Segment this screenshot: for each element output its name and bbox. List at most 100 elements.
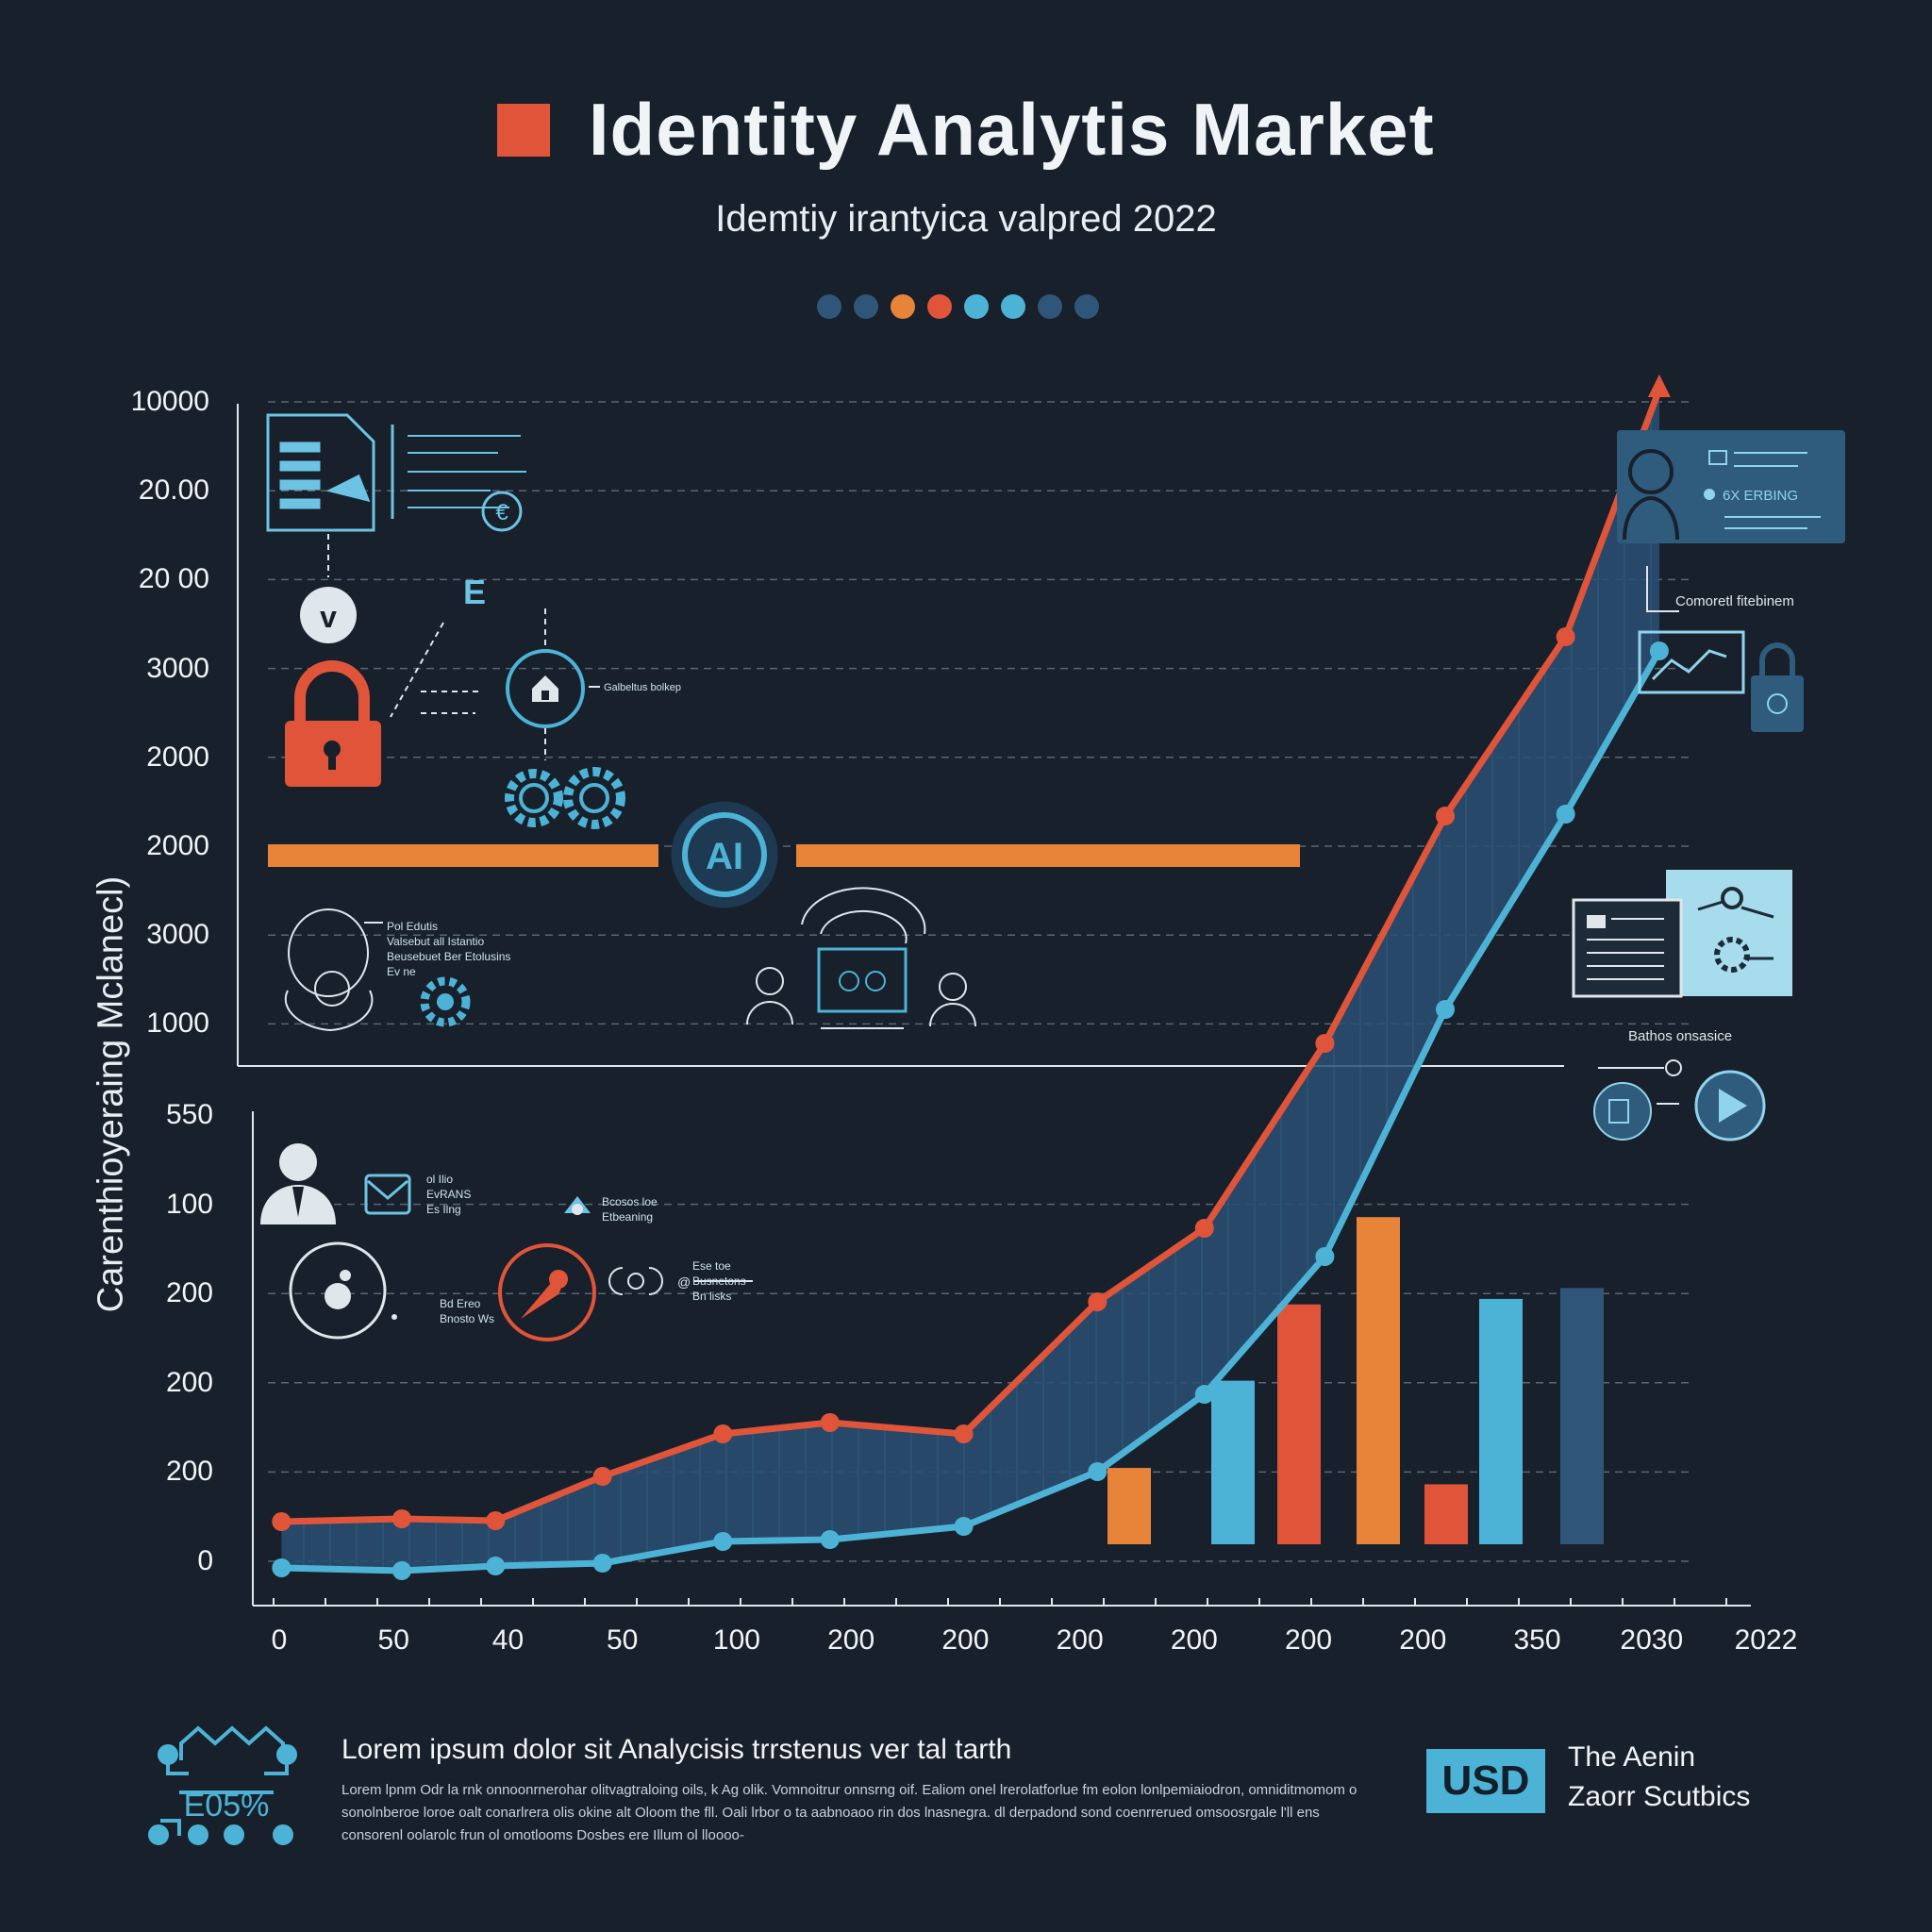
x-tick-label: 350 — [1513, 1624, 1561, 1656]
x-tick-label: 200 — [1056, 1624, 1104, 1656]
footer-body: Lorem lpnm Odr la rnk onnoonrnerohar oli… — [341, 1782, 1357, 1843]
bar — [1479, 1298, 1523, 1544]
x-tick-label: 200 — [1399, 1624, 1447, 1656]
lines-group — [272, 375, 1671, 1580]
color-dot — [1038, 294, 1062, 319]
person-icon — [260, 1143, 336, 1224]
series-point — [272, 1512, 291, 1531]
y-tick-label: 3000 — [146, 652, 209, 684]
y-ticks-top: 10000 20.00 20 00 3000 2000 2000 3000 1000 — [0, 0, 209, 1932]
x-tick-label: 0 — [271, 1624, 288, 1656]
y-tick-label: 2000 — [146, 830, 209, 861]
y-tick-label: 100 — [165, 1188, 213, 1220]
series-point — [486, 1557, 506, 1575]
x-tick-label: 200 — [827, 1624, 875, 1656]
title-block: Identity Analytis Market — [0, 87, 1932, 173]
ui-label: Galbeltus bolkep — [604, 682, 681, 693]
x-tick-label: 200 — [1285, 1624, 1333, 1656]
bar — [1357, 1217, 1400, 1544]
y-tick-label: 10000 — [130, 386, 209, 417]
y-tick-label: 550 — [165, 1099, 213, 1130]
y-tick-label: 20 00 — [138, 563, 209, 595]
y-tick-label: 200 — [165, 1277, 213, 1309]
x-tick-label: 2030 — [1620, 1624, 1684, 1656]
series-point — [954, 1424, 974, 1443]
svg-text:E: E — [463, 573, 486, 611]
trend-card — [1638, 630, 1804, 732]
x-tick-label: 50 — [377, 1624, 409, 1656]
play-icon — [1593, 1059, 1766, 1141]
color-dot — [854, 294, 878, 319]
cloud-icon — [564, 1196, 591, 1215]
brand-line-2: Zaorr Scutbics — [1568, 1781, 1751, 1812]
bars-group — [1108, 1217, 1604, 1544]
fingerprint-icon — [498, 1243, 596, 1341]
series-point — [1194, 1219, 1214, 1238]
gear-small-icon — [420, 976, 471, 1027]
color-dot — [1074, 294, 1099, 319]
corporate-connector — [1646, 566, 1679, 612]
page-subtitle: Idemtiy irantyica valpred 2022 — [715, 198, 1217, 240]
e-mark: E — [390, 573, 486, 718]
y-tick-label: 0 — [197, 1545, 213, 1576]
series-point — [592, 1467, 612, 1486]
series-point — [592, 1554, 612, 1573]
y-tick-label: 20.00 — [138, 475, 209, 507]
series-point — [1315, 1034, 1335, 1053]
series-point — [1649, 641, 1669, 660]
brand-line-1: The Aenin — [1568, 1741, 1696, 1773]
bar — [1560, 1288, 1604, 1544]
y-tick-label: 200 — [165, 1456, 213, 1488]
y-tick-label: 3000 — [146, 919, 209, 951]
meeting-icon — [746, 887, 976, 1029]
series-point — [713, 1424, 733, 1443]
x-tick-label: 2022 — [1734, 1624, 1798, 1656]
bar — [1211, 1380, 1255, 1544]
y-ticks-bottom: 550 100 200 200 200 0 — [0, 0, 213, 1932]
series-arrow — [1647, 375, 1671, 397]
cloud-label: Bcosos loe Etbeaning — [602, 1195, 658, 1224]
series-point — [1556, 805, 1575, 824]
series-point — [820, 1413, 840, 1432]
series-point — [1556, 627, 1575, 646]
series-point — [1436, 1000, 1456, 1019]
x-tick-label: 200 — [941, 1624, 990, 1656]
color-dot — [817, 294, 841, 319]
y-tick-label: 2000 — [146, 741, 209, 773]
color-dot — [927, 294, 952, 319]
series-point — [391, 1509, 411, 1528]
svg-text:@: @ — [677, 1274, 691, 1290]
color-dot — [891, 294, 915, 319]
series-point — [1194, 1385, 1214, 1404]
ai-label: AI — [706, 836, 743, 877]
bar — [1108, 1468, 1151, 1544]
series-point — [1315, 1247, 1335, 1266]
ai-divider: AI — [268, 801, 1300, 908]
corporate-label: Comoretl fitebinem — [1675, 593, 1794, 609]
x-tick-label: 200 — [1170, 1624, 1218, 1656]
head-icon — [284, 908, 374, 1032]
batch-label: Bathos onsasice — [1628, 1028, 1732, 1044]
bar — [1277, 1304, 1321, 1544]
gear-panel — [1572, 870, 1792, 998]
title-marker — [497, 103, 551, 157]
series-point — [713, 1532, 733, 1551]
home-icon — [506, 608, 600, 760]
y-tick-label: 200 — [165, 1366, 213, 1398]
bar — [1424, 1484, 1468, 1544]
profile-label: 6X ERBING — [1723, 488, 1798, 504]
x-minor-ticks — [273, 1598, 1727, 1606]
svg-text:v: v — [320, 600, 337, 634]
network-badge-icon: E05% — [148, 1725, 297, 1845]
series-point — [1436, 807, 1456, 825]
series-point — [391, 1561, 411, 1580]
series-point — [1088, 1462, 1108, 1481]
gears-icon — [505, 767, 625, 829]
series-point — [954, 1517, 974, 1536]
profile-card: 6X ERBING — [1617, 430, 1845, 543]
x-tick-label: 100 — [712, 1624, 760, 1656]
note-left-label: Pol Edutis Valsebut all Istantio Beusebu… — [387, 920, 511, 978]
x-tick-label: 40 — [491, 1624, 525, 1656]
